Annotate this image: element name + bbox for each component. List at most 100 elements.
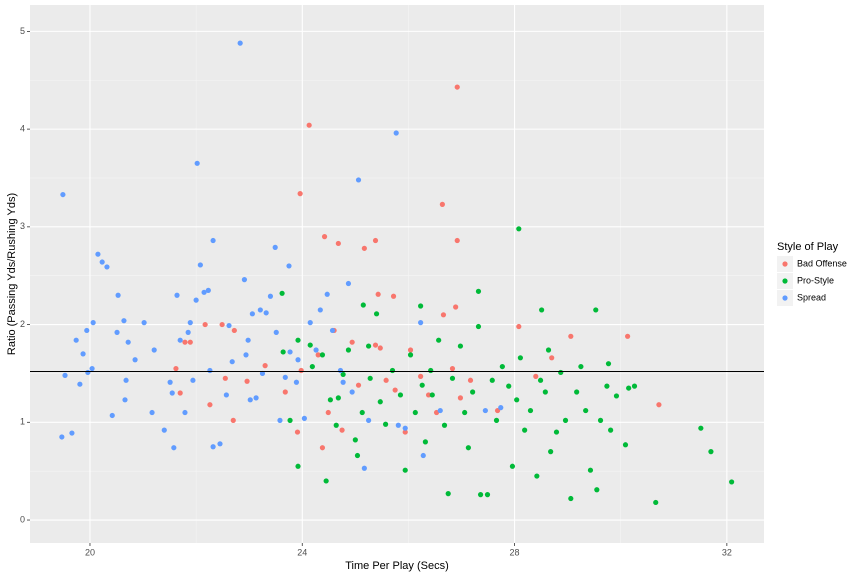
point [361,245,367,251]
point [339,427,345,433]
point [407,347,414,353]
point [277,417,283,423]
point [729,479,735,485]
point [420,452,426,459]
point [453,304,459,310]
point [352,437,358,443]
point [123,377,129,383]
point [467,377,474,383]
point [656,402,662,408]
point [317,307,323,313]
point [366,343,372,349]
point [177,337,183,343]
x-tick-label: 24 [297,547,307,557]
point [475,323,482,330]
point [185,329,191,335]
y-tick-label: 5 [20,26,25,36]
point [73,337,79,343]
point [594,487,600,493]
point [182,409,188,416]
point [295,357,301,363]
point [193,297,199,303]
point [223,392,229,398]
point [437,407,443,414]
point [245,337,251,343]
point [708,449,714,455]
y-tick-label: 3 [20,221,25,231]
point [522,427,528,433]
x-tick-label: 32 [722,547,732,557]
point [59,434,65,440]
point [132,357,138,363]
point [297,191,303,197]
point [440,312,447,318]
point [373,311,380,317]
point [553,429,560,435]
point [449,365,456,372]
point [514,397,520,403]
point [534,473,540,479]
point [608,427,614,433]
grid [30,5,764,543]
legend-swatch [782,261,788,267]
point [425,392,432,398]
point [499,363,505,370]
point [355,382,362,388]
legend-title: Style of Play [777,241,839,253]
point [439,201,445,207]
point [457,343,464,349]
point [319,445,326,451]
point [187,339,193,345]
point [418,320,424,326]
point [698,425,704,431]
point [436,337,442,343]
y-tick-label: 0 [20,514,25,524]
point [286,263,292,269]
point [402,425,408,431]
point [562,417,569,423]
point [583,407,589,414]
point [161,427,167,433]
point [307,342,313,348]
point [335,395,341,401]
point [287,349,293,355]
point [282,389,288,395]
point [625,333,631,339]
point [222,375,228,381]
point [295,463,301,469]
point [217,441,223,447]
point [321,234,328,240]
point [237,40,243,46]
point [604,383,610,389]
point [395,422,401,428]
point [542,389,548,395]
point [309,363,315,370]
point [207,367,213,374]
point [412,409,418,416]
x-tick-label: 20 [85,547,95,557]
point [568,333,574,339]
point [349,389,355,395]
point [174,292,180,298]
point [605,361,612,367]
point [122,397,128,403]
point [231,327,237,334]
point [382,421,389,427]
point [489,377,495,383]
point [263,310,269,316]
legend-label: Pro-Style [797,275,834,285]
point [141,320,147,326]
x-tick-label: 28 [510,547,520,557]
point [574,389,580,395]
point [587,467,594,473]
point [313,347,319,353]
point [418,303,424,309]
point [653,499,659,506]
point [597,417,604,423]
point [613,393,620,399]
point [77,381,83,387]
point [360,302,366,308]
point [533,373,539,379]
point [295,337,301,343]
point [89,365,95,372]
